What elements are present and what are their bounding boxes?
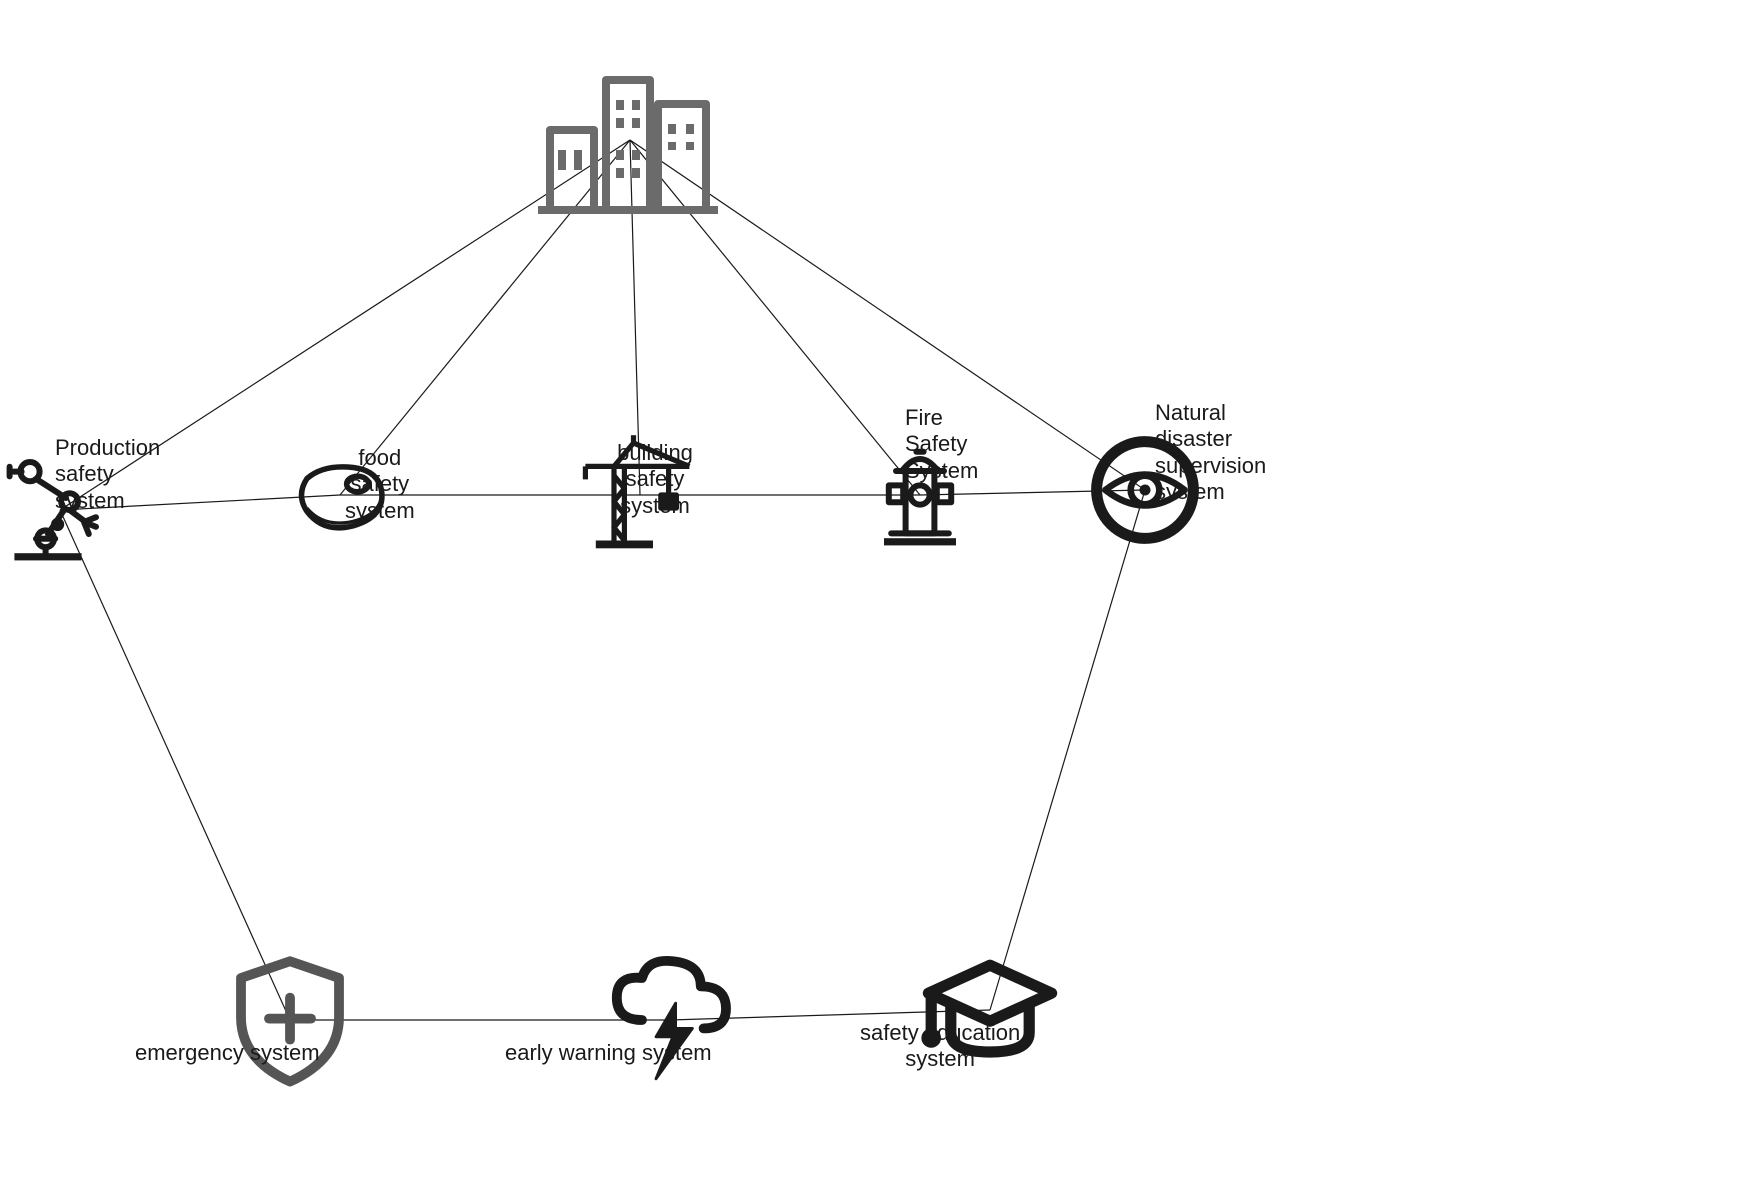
node-food: food safety system xyxy=(285,440,395,550)
node-education: safety education system xyxy=(920,940,1060,1080)
node-label-disaster: Natural disaster supervision system xyxy=(1155,400,1266,506)
shield-icon xyxy=(220,950,360,1090)
node-label-building: building safety system xyxy=(605,440,705,519)
storm-icon xyxy=(600,950,740,1090)
node-emergency: emergency system xyxy=(220,950,360,1090)
node-label-fire: Fire Safety System xyxy=(905,405,980,484)
node-prod: Production safety system xyxy=(0,450,120,570)
node-label-education: safety education system xyxy=(860,1020,1020,1073)
diagram-canvas: city public safety Production safety sys… xyxy=(0,0,1739,1200)
node-warning: early warning system xyxy=(600,950,740,1090)
node-building: building safety system xyxy=(575,430,705,560)
node-label-emergency: emergency system xyxy=(135,1040,320,1066)
node-fire: Fire Safety System xyxy=(860,435,980,555)
city-icon xyxy=(530,40,730,240)
node-root: city public safety xyxy=(530,40,730,240)
node-label-food: food safety system xyxy=(345,445,415,524)
node-label-prod: Production safety system xyxy=(55,435,160,514)
node-label-warning: early warning system xyxy=(505,1040,712,1066)
node-disaster: Natural disaster supervision system xyxy=(1090,435,1200,545)
